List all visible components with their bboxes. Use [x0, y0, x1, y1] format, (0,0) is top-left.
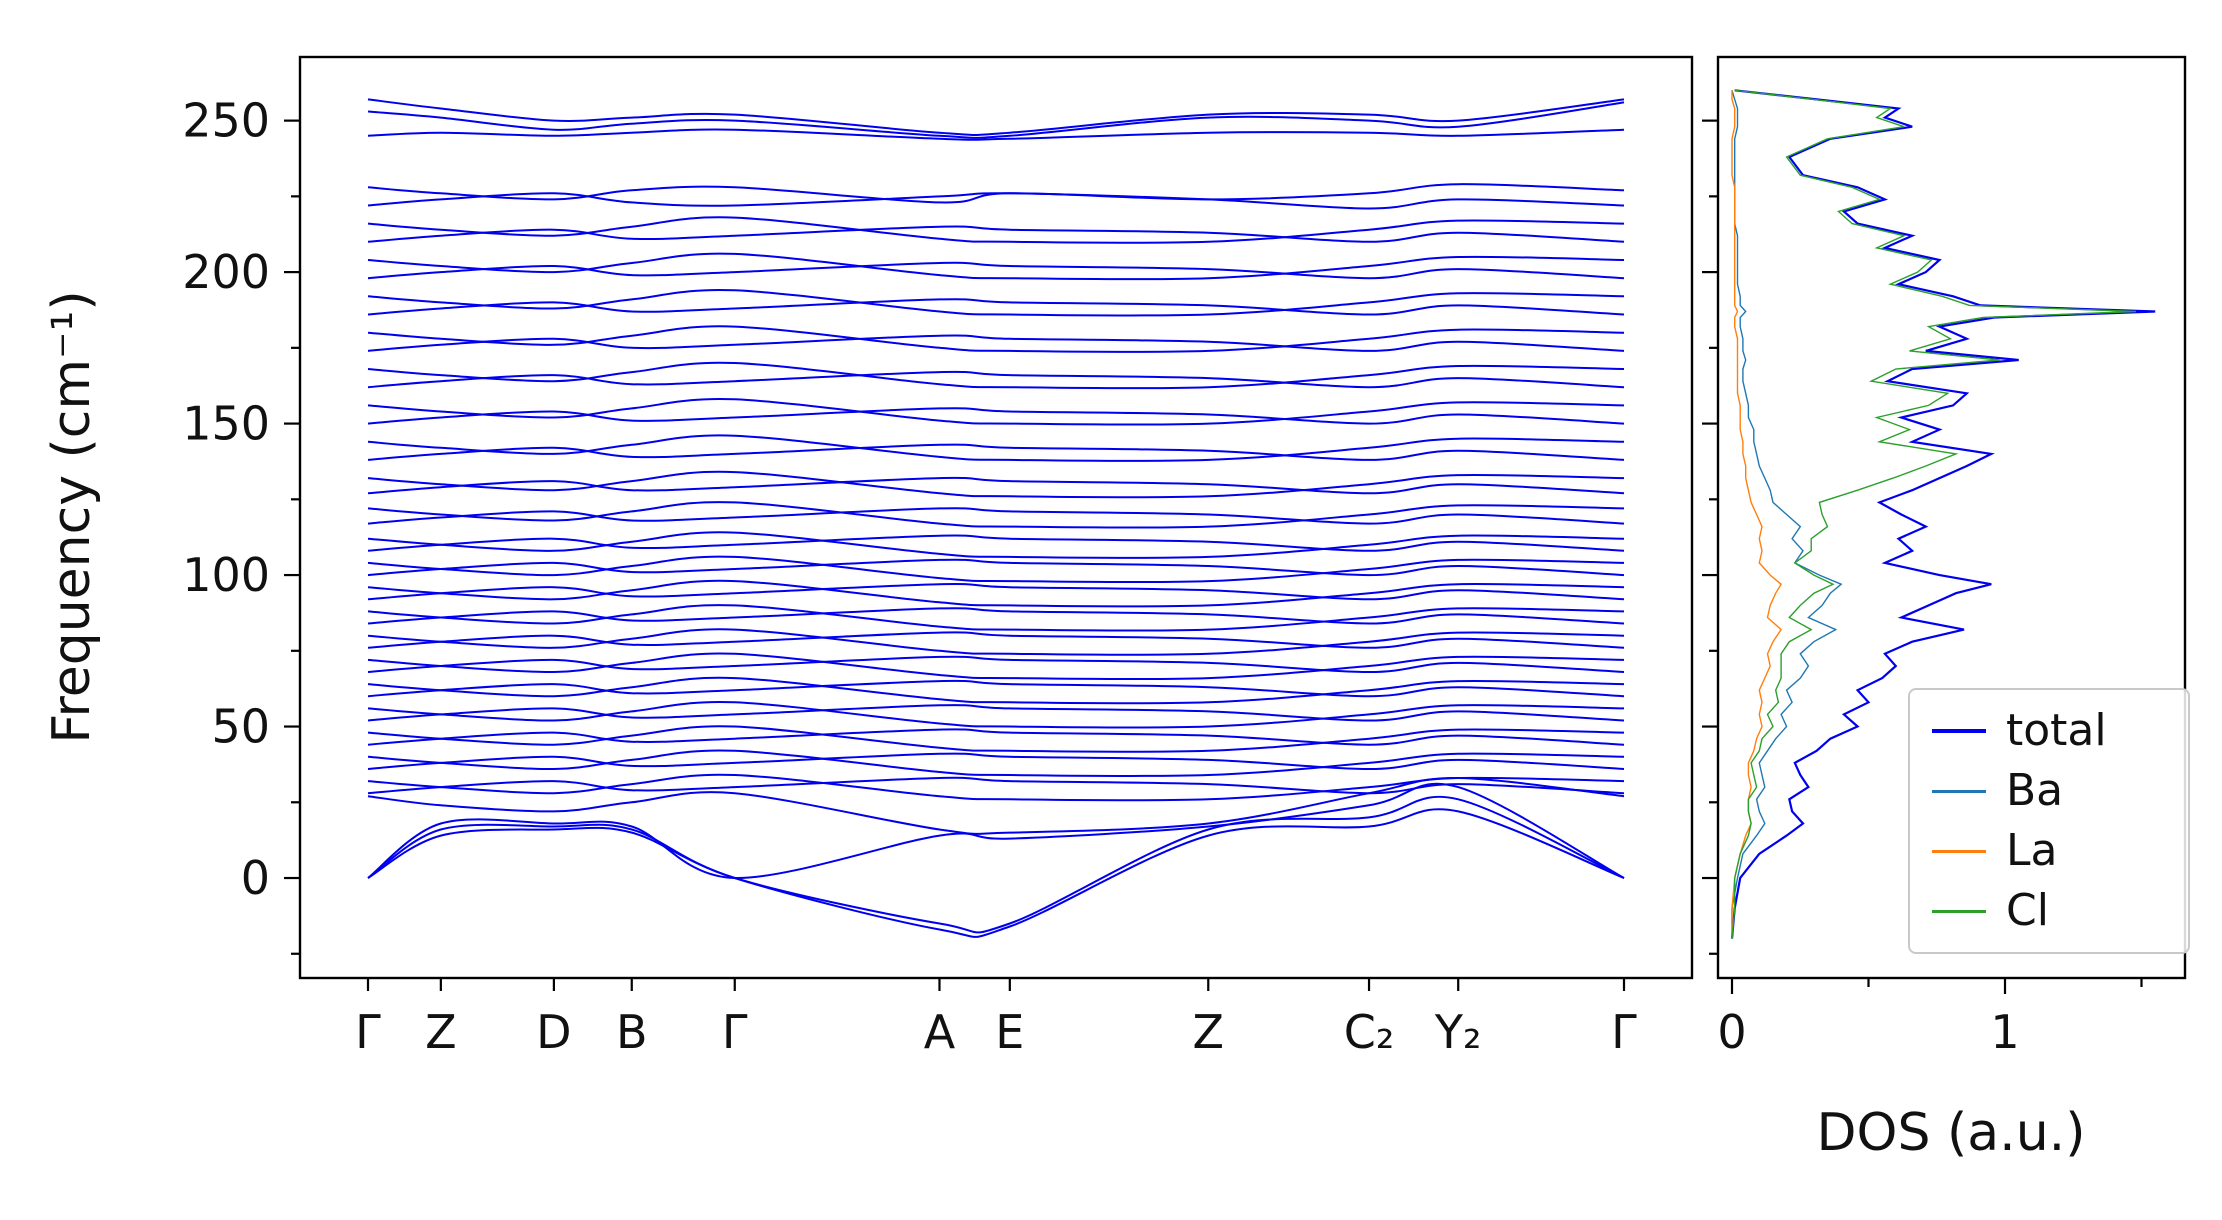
phonon-band [367, 470, 1625, 499]
phonon-band [367, 725, 1625, 753]
phonon-band [367, 325, 1625, 353]
phonon-band [367, 407, 1625, 425]
axes-frames [298, 55, 2187, 980]
phonon-band [367, 728, 1625, 746]
phonon-band [367, 361, 1625, 390]
phonon-band [367, 443, 1625, 461]
phonon-band [367, 288, 1625, 317]
phonon-band [367, 501, 1625, 529]
band-structure-lines [367, 98, 1625, 938]
phonon-band [367, 631, 1625, 649]
phonon-band [367, 773, 1625, 802]
legend-item-cl: Cl [1932, 886, 2166, 936]
phonon-band [367, 752, 1625, 771]
phonon-band [367, 628, 1625, 656]
k-point-label: Y₂ [1434, 1005, 1482, 1059]
phonon-band [367, 704, 1625, 722]
legend-label-cl: Cl [2006, 885, 2049, 936]
y-tick-label: 100 [182, 548, 270, 602]
phonon-band [367, 370, 1625, 389]
phonon-band [367, 252, 1625, 281]
y-tick-label: 200 [182, 245, 270, 299]
k-point-label: D [536, 1005, 571, 1059]
phonon-band [367, 434, 1625, 462]
phonon-band [367, 579, 1625, 608]
phonon-band [367, 183, 1625, 204]
phonon-band [367, 534, 1625, 552]
phonon-band [367, 679, 1625, 698]
legend-label-la: La [2006, 825, 2058, 876]
k-point-label: Z [425, 1005, 457, 1059]
phonon-band [367, 225, 1625, 243]
y-tick-label: 50 [211, 700, 270, 754]
dos-x-tick-label: 0 [1717, 1005, 1746, 1059]
legend-label-total: total [2006, 705, 2107, 756]
legend-line-ba-icon [1932, 789, 1986, 793]
k-point-label: C₂ [1344, 1005, 1395, 1059]
phonon-band [367, 192, 1625, 210]
phonon-band [367, 98, 1625, 137]
panel-frame [1716, 55, 2187, 980]
k-point-label: B [616, 1005, 648, 1059]
y-tick-label: 0 [241, 851, 270, 905]
phonon-band [367, 128, 1625, 141]
phonon-band [367, 582, 1625, 601]
phonon-band [367, 604, 1625, 632]
phonon-band [367, 558, 1625, 577]
dos-curve-La [1731, 90, 1783, 939]
phonon-band [367, 655, 1625, 674]
legend-line-la-icon [1932, 849, 1986, 853]
dos-curve-Ba [1731, 90, 1843, 939]
legend-line-total-icon [1932, 729, 1986, 733]
phonon-band [367, 507, 1625, 525]
k-point-label: A [924, 1005, 956, 1059]
phonon-band [367, 607, 1625, 625]
phonon-band [367, 808, 1625, 938]
legend-label-ba: Ba [2006, 765, 2064, 816]
phonon-band [367, 555, 1625, 584]
phonon-band [367, 476, 1625, 495]
dos-legend: total Ba La Cl [1908, 688, 2190, 954]
legend-line-cl-icon [1932, 909, 1986, 913]
k-point-label: Z [1193, 1005, 1225, 1059]
phonon-band [367, 776, 1625, 795]
k-point-label: Γ [355, 1005, 381, 1059]
phonon-band [367, 216, 1625, 244]
dos-curve-total [1730, 89, 2156, 939]
dos-curves [1730, 89, 2156, 939]
legend-item-ba: Ba [1932, 766, 2166, 816]
y-axis-label: Frequency (cm⁻¹) [42, 290, 102, 744]
k-point-label: Γ [722, 1005, 748, 1059]
phonon-band [367, 700, 1625, 729]
y-tick-label: 150 [182, 397, 270, 451]
phonon-band [367, 652, 1625, 681]
phonon-band [367, 776, 1625, 835]
legend-item-total: total [1932, 706, 2166, 756]
phonon-band [367, 101, 1625, 139]
dos-x-tick-label: 1 [1990, 1005, 2019, 1059]
phonon-band [367, 298, 1625, 316]
dos-x-axis-label: DOS (a.u.) [1816, 1103, 2086, 1163]
k-point-label: E [995, 1005, 1024, 1059]
phonon-band [367, 676, 1625, 705]
phonon-band [367, 531, 1625, 559]
k-point-label: Γ [1611, 1005, 1637, 1059]
phonon-band [367, 261, 1625, 280]
phonon-band [367, 334, 1625, 352]
phonon-band [367, 397, 1625, 426]
phonon-band [367, 795, 1625, 934]
phonon-band [367, 749, 1625, 778]
dos-curve-Cl [1731, 89, 2137, 939]
y-tick-label: 250 [182, 94, 270, 148]
panel-frame [298, 55, 1694, 980]
legend-item-la: La [1932, 826, 2166, 876]
